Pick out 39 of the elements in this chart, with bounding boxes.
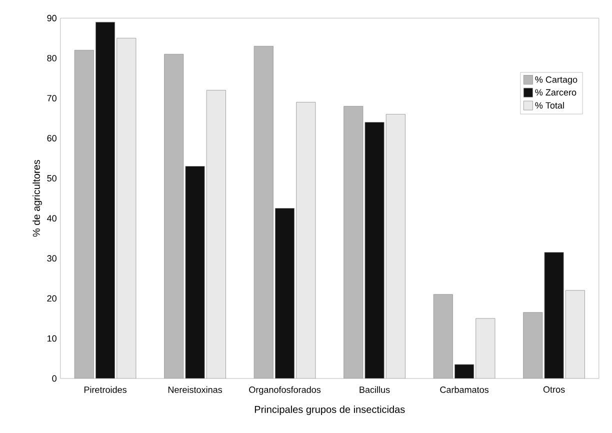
bar (544, 252, 564, 379)
x-tick-label: Nereistoxinas (168, 386, 222, 394)
x-tick-label: Piretroides (84, 386, 127, 394)
legend-label: % Zarcero (535, 89, 576, 96)
bar (386, 114, 406, 379)
y-axis-title: % de agricultores (32, 160, 42, 237)
bar (565, 290, 585, 379)
y-tick-label: 60 (47, 135, 56, 142)
bar (96, 22, 116, 379)
y-tick-label: 20 (47, 295, 56, 302)
bar (454, 364, 474, 379)
bar (254, 46, 274, 379)
bar (296, 102, 316, 379)
bar (344, 106, 363, 379)
y-tick-label: 10 (48, 335, 56, 342)
bar (275, 208, 295, 379)
bar (164, 54, 184, 379)
bar (185, 166, 205, 379)
y-tick-label: 50 (47, 175, 56, 182)
bar (206, 90, 226, 379)
y-tick-label: 40 (47, 215, 56, 222)
bar (523, 312, 543, 379)
x-axis-title: Principales grupos de insecticidas (254, 406, 405, 416)
bar (116, 38, 136, 379)
bar (74, 50, 94, 379)
y-tick-label: 80 (47, 55, 56, 62)
legend-label: % Total (535, 102, 564, 109)
x-tick-label: Organofosforados (249, 386, 321, 395)
x-tick-label: Bacillus (360, 386, 390, 394)
y-tick-label: 0 (52, 375, 56, 382)
x-tick-label: Otros (543, 386, 565, 393)
legend-label: % Cartago (535, 76, 578, 85)
bar (364, 122, 384, 379)
bar (433, 294, 453, 379)
y-tick-label: 30 (47, 255, 56, 262)
bar (476, 318, 496, 379)
x-tick-label: Carbamatos (440, 386, 489, 394)
y-tick-label: 90 (47, 15, 56, 22)
y-tick-label: 70 (47, 95, 56, 102)
